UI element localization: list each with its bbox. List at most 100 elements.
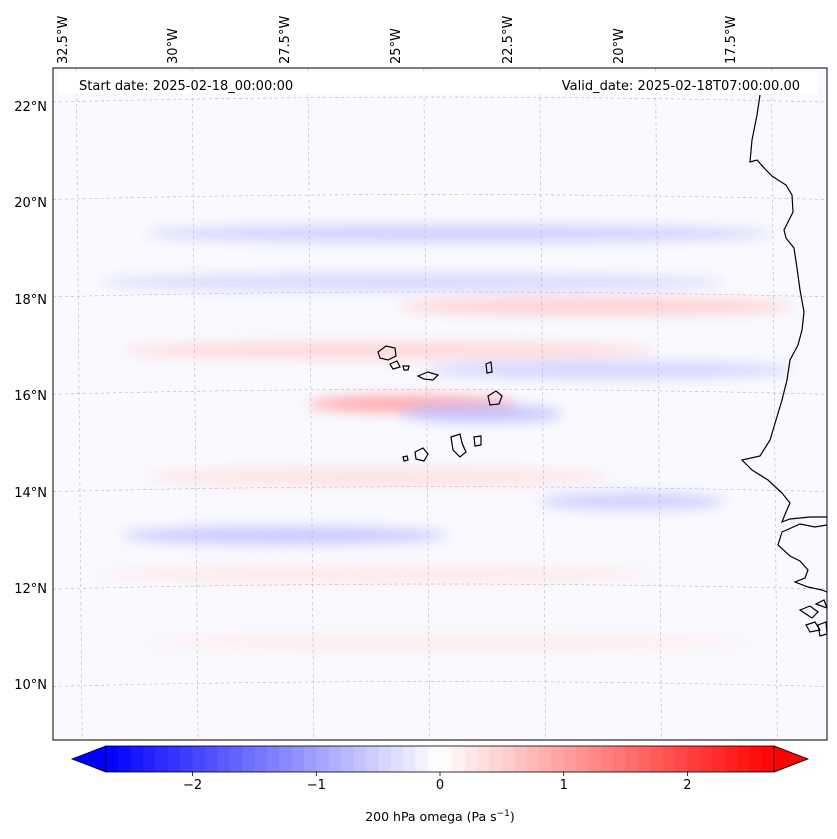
colorbar-step — [341, 746, 354, 772]
omega-band — [400, 404, 563, 423]
meridian-line — [423, 68, 431, 740]
colorbar-step — [427, 746, 441, 772]
lon-label: 27.5°W — [278, 16, 293, 64]
colorbar-step — [637, 746, 651, 772]
colorbar-step — [155, 746, 169, 772]
colorbar-step — [538, 746, 552, 772]
island-boa-vista — [487, 390, 503, 406]
colorbar-label-main: 200 hPa omega (Pa s — [365, 809, 496, 824]
parallel-line — [53, 96, 827, 103]
colorbar-step — [365, 746, 379, 772]
lat-label: 22°N — [14, 100, 47, 115]
omega-band — [539, 492, 726, 511]
date-text-backdrop — [58, 72, 818, 94]
lat-label: 16°N — [14, 389, 47, 404]
lon-label: 32.5°W — [56, 16, 71, 64]
parallel-line — [53, 486, 827, 492]
colorbar-step — [761, 746, 775, 772]
colorbar-extend-max — [773, 745, 810, 773]
lon-label: 17.5°W — [724, 16, 739, 64]
lat-label: 14°N — [14, 486, 47, 501]
colorbar-tick-label: −1 — [307, 778, 326, 793]
colorbar-step — [291, 746, 305, 772]
omega-field — [99, 224, 795, 652]
lon-label: 20°W — [612, 28, 627, 64]
island-fogo — [414, 447, 429, 462]
lat-label: 10°N — [14, 678, 47, 693]
colorbar-step — [229, 746, 243, 772]
colorbar-step — [415, 746, 429, 772]
colorbar-steps — [106, 746, 775, 772]
omega-band — [99, 565, 656, 584]
colorbar-step — [736, 746, 750, 772]
parallel-line — [53, 583, 827, 590]
colorbar-step — [526, 746, 540, 772]
colorbar-step — [217, 746, 231, 772]
colorbar-step — [192, 746, 206, 772]
island-maio — [473, 435, 482, 447]
colorbar-step — [353, 746, 367, 772]
colorbar-step — [266, 746, 280, 772]
meridian-line — [771, 68, 778, 740]
colorbar-step — [551, 746, 565, 772]
colorbar-step — [724, 746, 738, 772]
colorbar-step — [254, 746, 268, 772]
island-santo-antao — [377, 345, 397, 361]
island-santa-luzia — [402, 365, 410, 371]
lon-label: 25°W — [389, 28, 404, 64]
colorbar-step — [600, 746, 614, 772]
colorbar-step — [687, 746, 701, 772]
island-sao-vicente — [389, 360, 401, 370]
meridian-line — [191, 68, 199, 740]
colorbar-step — [390, 746, 404, 772]
colorbar-step — [242, 746, 255, 772]
colorbar-step — [143, 746, 156, 772]
colorbar-label-exponent: −1 — [497, 809, 510, 819]
colorbar-label-suffix: ) — [510, 809, 515, 824]
coastline — [377, 94, 827, 637]
colorbar-step — [167, 746, 181, 772]
island-brava — [402, 455, 409, 462]
colorbar-step — [650, 746, 664, 772]
parallel-line — [53, 681, 827, 687]
lon-label: 22.5°W — [501, 16, 516, 64]
colorbar-step — [118, 746, 132, 772]
colorbar-extend-min — [70, 745, 107, 773]
omega-band — [400, 297, 795, 316]
island-santiago — [450, 433, 467, 458]
colorbar-step — [204, 746, 218, 772]
colorbar-tick-label: −2 — [183, 778, 202, 793]
colorbar-step — [402, 746, 416, 772]
omega-band — [122, 526, 447, 545]
colorbar-step — [477, 746, 490, 772]
colorbar-step — [130, 746, 144, 772]
colorbar-step — [613, 746, 627, 772]
island-sal — [485, 361, 493, 374]
colorbar-step — [106, 746, 119, 772]
colorbar-step — [588, 746, 602, 772]
colorbar-step — [576, 746, 589, 772]
colorbar-step — [328, 746, 342, 772]
colorbar-step — [303, 746, 317, 772]
colorbar-step — [662, 746, 676, 772]
island-sao-nicolau — [416, 371, 440, 381]
start-date-text: Start date: 2025-02-18_00:00:00 — [79, 79, 293, 94]
colorbar-step — [464, 746, 478, 772]
meridian-line — [75, 68, 83, 740]
colorbar-step — [675, 746, 688, 772]
map-panel: Start date: 2025-02-18_00:00:00 Valid_da… — [14, 16, 828, 741]
omega-band — [145, 224, 772, 243]
lon-label: 30°W — [166, 28, 181, 64]
omega-band — [145, 468, 610, 487]
bissagos-islands — [798, 599, 827, 637]
colorbar-step — [625, 746, 639, 772]
colorbar-step — [452, 746, 466, 772]
colorbar-step — [378, 746, 392, 772]
valid-date-text: Valid_date: 2025-02-18T07:00:00.00 — [562, 79, 800, 94]
colorbar-step — [712, 746, 726, 772]
omega-band — [145, 633, 749, 652]
colorbar-label: 200 hPa omega (Pa s−1) — [365, 809, 515, 824]
omega-band — [99, 273, 726, 292]
colorbar-tick-label: 0 — [436, 778, 444, 793]
